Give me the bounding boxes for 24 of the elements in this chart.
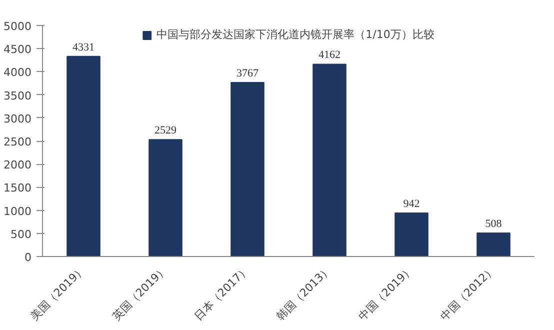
data-label: 2529 [154, 124, 177, 137]
y-tick-label: 1000 [4, 204, 32, 218]
y-tick-label: 5000 [4, 20, 32, 33]
y-tick-label: 3000 [4, 112, 32, 126]
data-label: 508 [485, 218, 502, 230]
bar [476, 232, 510, 256]
bar [230, 82, 264, 256]
data-label: 942 [403, 198, 420, 210]
y-tick-label: 3500 [4, 89, 32, 102]
y-tick-label: 1500 [4, 182, 32, 195]
data-label: 3767 [236, 67, 259, 80]
y-tick-label: 2500 [4, 136, 32, 148]
y-tick-label: 4000 [4, 66, 32, 80]
bar [312, 64, 346, 256]
bar [66, 56, 100, 256]
y-tick-label: 4500 [4, 43, 32, 56]
data-label: 4331 [72, 41, 94, 54]
y-tick-label: 2000 [4, 158, 32, 172]
bar [394, 212, 428, 256]
y-tick-label: 500 [10, 228, 32, 241]
data-label: 4162 [318, 49, 340, 62]
bar [148, 139, 182, 256]
y-tick-label: 0 [24, 251, 32, 264]
legend-label: 中国与部分发达国家下消化道内镜开展率（1/10万）比较 [156, 27, 434, 42]
